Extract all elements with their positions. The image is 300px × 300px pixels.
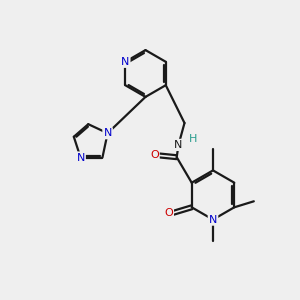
Text: N: N: [76, 152, 85, 163]
Text: H: H: [189, 134, 197, 145]
Text: N: N: [209, 214, 217, 225]
Text: N: N: [121, 57, 129, 67]
Text: O: O: [164, 208, 173, 218]
Text: O: O: [150, 150, 159, 161]
Text: N: N: [103, 128, 112, 138]
Text: N: N: [174, 140, 182, 150]
